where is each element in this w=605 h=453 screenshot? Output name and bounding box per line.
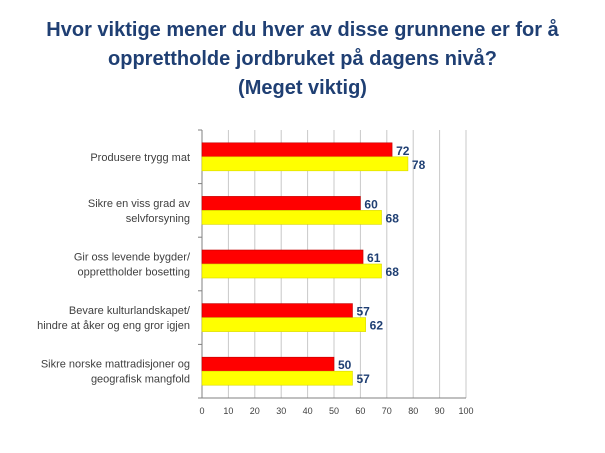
bar-yellow [201,156,409,172]
x-tick-label: 20 [250,406,260,416]
category-label: Sikre norske mattradisjoner og [41,359,190,371]
data-label: 57 [356,372,370,386]
data-label: 68 [386,211,400,225]
category-label: opprettholder bosetting [77,267,190,279]
category-label: Produsere trygg mat [90,152,190,164]
bar-yellow [201,263,382,279]
x-tick-label: 80 [408,406,418,416]
data-label: 50 [338,358,352,372]
chart-title-line-2: opprettholde jordbruket på dagens nivå? [108,48,497,70]
chart-title-line-3: (Meget viktig) [238,77,367,99]
x-tick-label: 100 [458,406,473,416]
data-label: 60 [364,197,378,211]
x-tick-label: 60 [355,406,365,416]
data-label: 57 [356,305,370,319]
category-label: geografisk mangfold [91,374,190,386]
bar-yellow [201,210,382,225]
bar-red [201,142,393,158]
bar-red [201,303,353,318]
data-label: 78 [412,158,426,172]
category-label: Gir oss levende bygder/ [74,252,191,264]
data-label: 61 [367,251,381,265]
x-tick-label: 90 [435,406,445,416]
category-label: hindre at åker og eng gror igjen [37,320,190,332]
x-tick-label: 70 [382,406,392,416]
x-tick-label: 0 [199,406,204,416]
category-label: Bevare kulturlandskapet/ [69,305,191,317]
x-tick-label: 50 [329,406,339,416]
data-label: 68 [386,265,400,279]
category-label: selvforsyning [126,213,190,225]
data-label: 62 [370,319,384,333]
bar-red [201,356,335,372]
bar-yellow [201,370,353,386]
chart-title-line-1: Hvor viktige mener du hver av disse grun… [46,19,559,41]
x-tick-label: 30 [276,406,286,416]
bar-yellow [201,317,366,332]
data-label: 72 [396,144,410,158]
category-label: Sikre en viss grad av [88,198,191,210]
x-tick-label: 40 [303,406,313,416]
bar-red [201,249,364,265]
bar-red [201,196,361,211]
x-tick-label: 10 [223,406,233,416]
